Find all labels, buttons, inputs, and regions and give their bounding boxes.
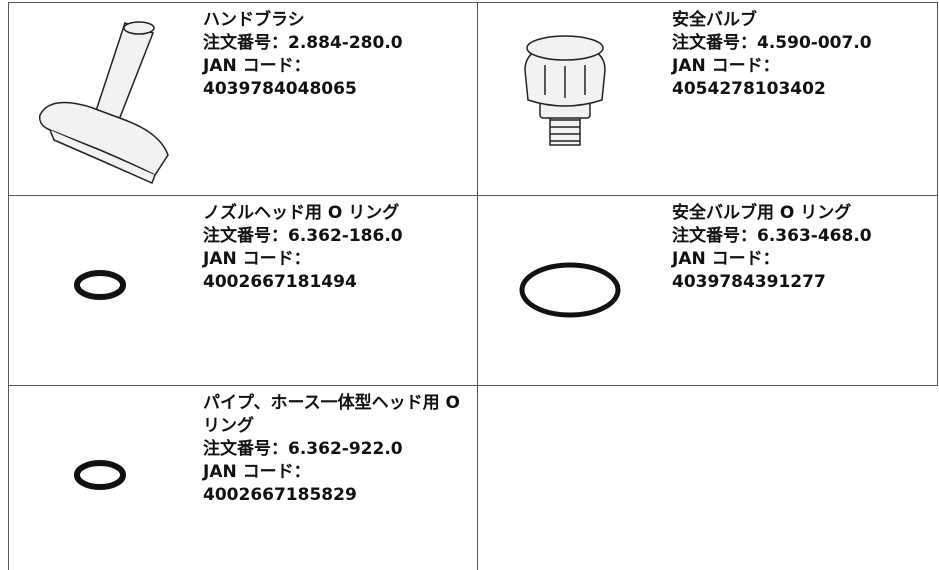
- part-jan-label: JAN コード：: [672, 56, 780, 76]
- part-info: ハンドブラシ注文番号：2.884-280.0 JAN コード： 4039784048…: [203, 9, 478, 101]
- part-jan: 4002667185829: [203, 485, 357, 505]
- part-jan: 4039784048065: [203, 79, 357, 99]
- part-name: 安全バルブ用 O リング: [672, 203, 852, 223]
- part-order: 注文番号：6.362-186.0: [203, 226, 403, 246]
- border: [937, 2, 938, 385]
- part-jan-label: JAN コード：: [203, 56, 311, 76]
- border: [8, 2, 9, 570]
- border: [477, 2, 478, 570]
- hand-brush-image: [38, 21, 169, 185]
- part-info: 安全バルブ注文番号：4.590-007.0 JAN コード： 40542781034…: [672, 9, 939, 101]
- part-order: 注文番号：2.884-280.0: [203, 33, 403, 53]
- o-ring-image: [74, 460, 126, 490]
- border: [8, 195, 938, 196]
- border: [8, 2, 938, 3]
- part-jan-label: JAN コード：: [203, 249, 311, 269]
- part-info: パイプ、ホース一体型ヘッド用 O リング注文番号：6.362-922.0 JAN …: [203, 392, 478, 507]
- valve-image: [524, 35, 606, 146]
- part-order: 注文番号：4.590-007.0: [672, 33, 872, 53]
- part-name: ハンドブラシ: [203, 10, 305, 30]
- o-ring-image: [74, 270, 126, 300]
- part-info: 安全バルブ用 O リング 注文番号：6.363-468.0 JAN コード： 4039…: [672, 202, 939, 294]
- part-name: 安全バルブ: [672, 10, 757, 30]
- part-name: ノズルヘッド用 O リング: [203, 203, 400, 223]
- part-jan-label: JAN コード：: [672, 249, 780, 269]
- border: [8, 385, 938, 386]
- part-order: 注文番号：6.363-468.0: [672, 226, 872, 246]
- part-jan: 4002667181494: [203, 272, 357, 292]
- part-jan: 4039784391277: [672, 272, 826, 292]
- part-jan: 4054278103402: [672, 79, 826, 99]
- part-info: ノズルヘッド用 O リング 注文番号：6.362-186.0 JAN コード： 400…: [203, 202, 478, 294]
- part-jan-label: JAN コード：: [203, 462, 311, 482]
- part-order: 注文番号：6.362-922.0: [203, 439, 403, 459]
- o-ring-image: [519, 262, 621, 318]
- part-name: パイプ、ホース一体型ヘッド用 O リング: [203, 393, 461, 436]
